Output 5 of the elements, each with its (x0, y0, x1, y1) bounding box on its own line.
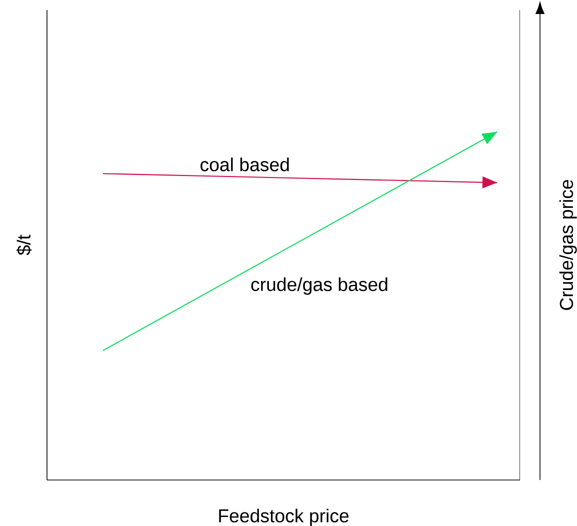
y-axis-title: $/t (16, 234, 32, 256)
series-label: crude/gas based (251, 277, 388, 295)
y2-axis-title: Crude/gas price (559, 180, 577, 310)
series-label: coal based (200, 158, 289, 172)
x-axis-title: Feedstock price (219, 508, 349, 526)
